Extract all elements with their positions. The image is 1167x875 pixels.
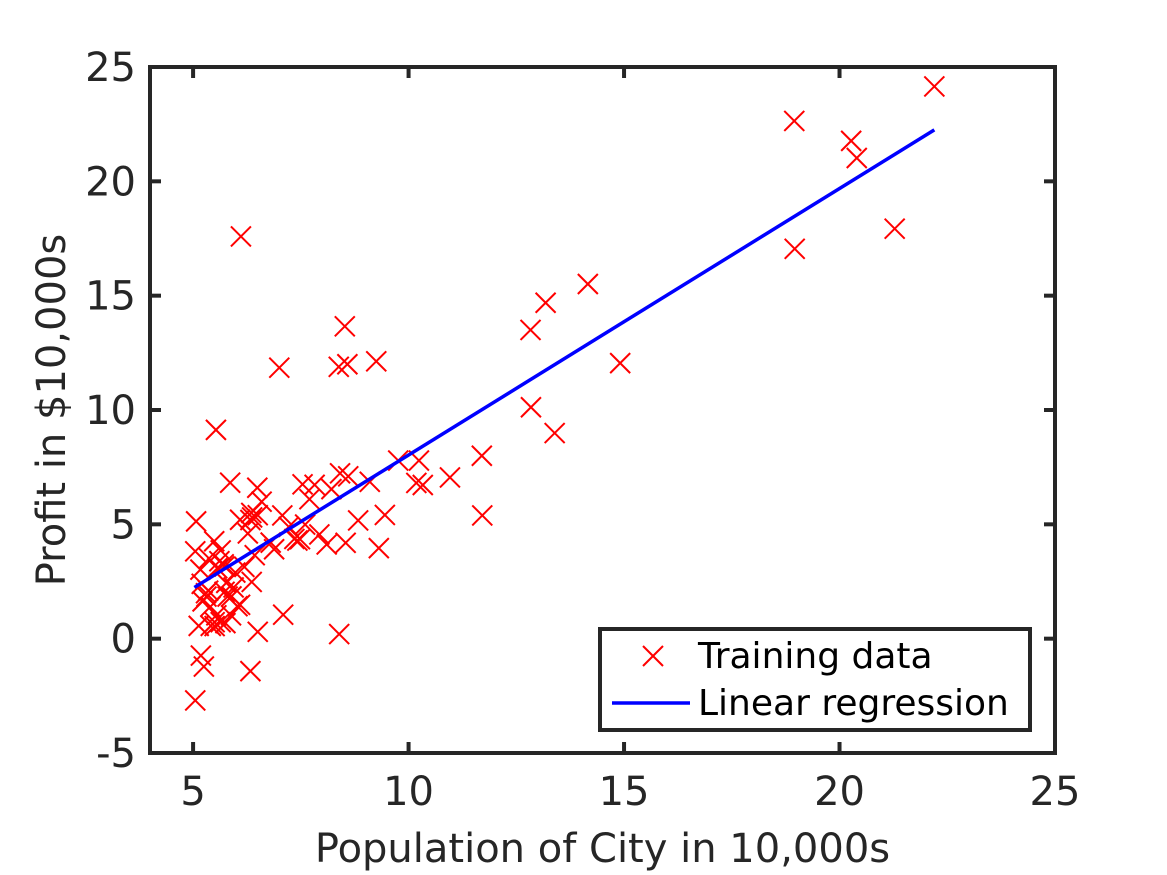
y-tick-label: 25: [85, 45, 136, 91]
plot-area: [184, 75, 946, 712]
data-point: [286, 529, 309, 552]
data-point: [308, 523, 331, 546]
data-point: [405, 472, 428, 494]
data-point: [247, 504, 269, 526]
data-point: [328, 623, 350, 645]
data-point: [315, 533, 338, 556]
data-point: [520, 396, 542, 418]
axis-tick-labels: 5 10 15 20 25 -5 0 5 10 15 20 25: [85, 45, 1080, 815]
legend-label-training-data: Training data: [697, 636, 933, 677]
data-point: [883, 217, 906, 240]
x-tick-label: 5: [180, 769, 205, 815]
data-point: [543, 422, 566, 444]
data-point: [298, 488, 321, 510]
y-tick-label: 15: [85, 274, 136, 320]
data-point: [229, 509, 251, 531]
x-tick-label: 15: [599, 769, 650, 815]
data-point: [219, 472, 241, 494]
x-axis-label: Population of City in 10,000s: [315, 826, 890, 872]
data-point: [412, 474, 434, 496]
data-point: [337, 465, 359, 488]
data-point: [222, 576, 245, 599]
data-point: [209, 539, 232, 562]
data-point: [365, 350, 387, 373]
data-point: [205, 419, 227, 441]
data-point: [237, 522, 259, 545]
data-point: [239, 660, 262, 682]
data-point: [240, 502, 262, 524]
data-point: [303, 474, 326, 496]
data-point: [923, 75, 946, 98]
data-point: [368, 537, 390, 559]
y-tick-label: 0: [111, 617, 136, 663]
data-point: [329, 462, 351, 485]
x-tick-label: 10: [383, 769, 434, 815]
data-point: [840, 130, 862, 152]
data-point: [203, 530, 225, 552]
data-point: [203, 615, 226, 637]
data-point: [185, 510, 207, 533]
data-point: [336, 353, 359, 375]
data-point: [334, 315, 356, 338]
legend-marker-training-data: [642, 645, 664, 667]
y-tick-label: 5: [111, 502, 136, 548]
data-point: [334, 532, 357, 554]
axis-ticks: [150, 65, 1057, 755]
data-point: [577, 273, 599, 295]
data-point: [229, 594, 251, 616]
data-point: [184, 540, 206, 563]
data-point: [272, 603, 294, 626]
y-tick-label: 10: [85, 388, 136, 434]
data-point: [783, 238, 806, 260]
legend: Training data Linear regression: [598, 627, 1032, 732]
data-point: [328, 356, 350, 378]
data-point: [534, 292, 557, 314]
legend-box: [598, 627, 1032, 732]
regression-line: [193, 128, 936, 589]
data-point: [846, 147, 868, 169]
x-tick-label: 25: [1030, 769, 1081, 815]
data-point: [187, 615, 210, 637]
data-point: [240, 571, 263, 593]
data-point: [220, 604, 242, 627]
y-axis-label: Profit in $10,000s: [29, 234, 75, 586]
data-point: [439, 466, 461, 489]
y-tick-label: -5: [96, 731, 136, 777]
data-point: [609, 352, 631, 374]
data-point: [203, 611, 226, 633]
data-point: [268, 356, 290, 379]
x-tick-label: 20: [814, 769, 865, 815]
y-tick-label: 20: [85, 159, 136, 205]
data-point: [471, 445, 493, 467]
data-point: [230, 225, 252, 248]
data-point: [320, 478, 343, 500]
data-point: [519, 319, 542, 341]
data-point: [374, 504, 396, 526]
data-point: [783, 110, 805, 132]
data-point: [184, 689, 206, 712]
data-point: [291, 473, 314, 496]
data-point: [247, 621, 269, 643]
data-point: [271, 504, 294, 527]
data-point: [246, 477, 269, 499]
data-point: [347, 509, 369, 532]
data-point: [190, 644, 212, 667]
legend-label-linear-regression: Linear regression: [698, 683, 1009, 724]
data-point: [471, 504, 493, 527]
data-point: [283, 528, 306, 550]
